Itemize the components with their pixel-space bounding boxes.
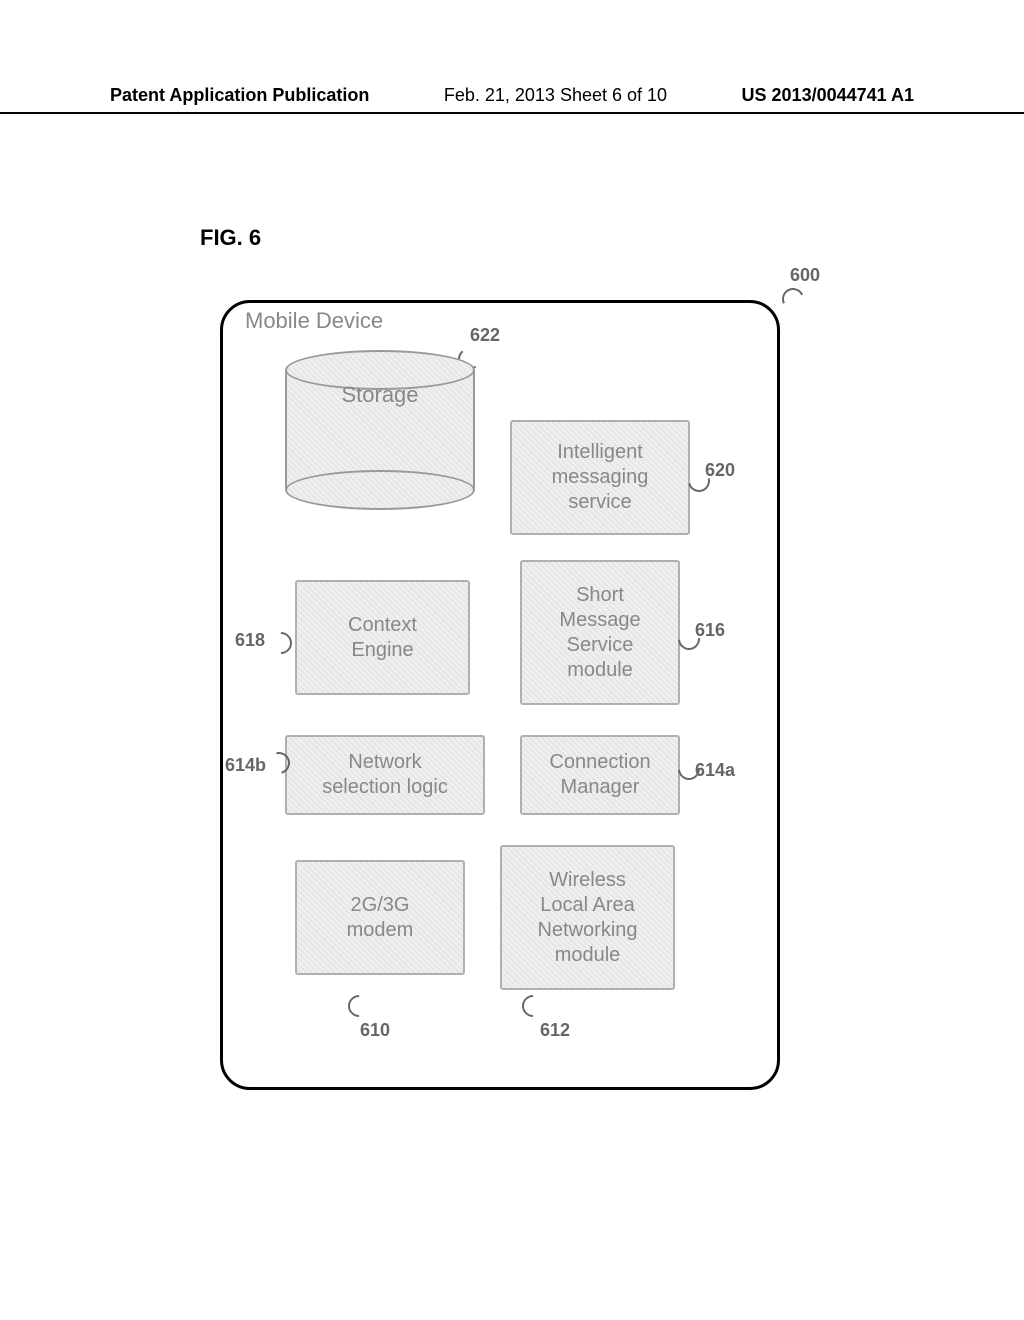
connection-manager-label: Connection Manager xyxy=(549,750,650,800)
context-engine-box: Context Engine xyxy=(295,580,470,695)
header-right: US 2013/0044741 A1 xyxy=(742,85,914,106)
ref-618: 618 xyxy=(235,630,265,651)
figure-title: FIG. 6 xyxy=(200,225,261,251)
ref-612: 612 xyxy=(540,1020,570,1041)
ims-box: Intelligent messaging service xyxy=(510,420,690,535)
wlan-module-label: Wireless Local Area Networking module xyxy=(537,868,637,968)
sms-module-box: Short Message Service module xyxy=(520,560,680,705)
header-center: Feb. 21, 2013 Sheet 6 of 10 xyxy=(444,85,667,106)
header-left: Patent Application Publication xyxy=(110,85,369,106)
context-engine-label: Context Engine xyxy=(348,613,417,663)
wlan-module-box: Wireless Local Area Networking module xyxy=(500,845,675,990)
diagram-canvas: 600 Mobile Device Storage 622 Intelligen… xyxy=(200,260,840,1110)
storage-label: Storage xyxy=(285,382,475,408)
ref-614b: 614b xyxy=(225,755,266,776)
storage-cylinder: Storage xyxy=(285,350,475,510)
ref-610: 610 xyxy=(360,1020,390,1041)
storage-bottom-ellipse xyxy=(285,470,475,510)
mobile-device-label: Mobile Device xyxy=(245,308,383,334)
connection-manager-box: Connection Manager xyxy=(520,735,680,815)
network-selection-box: Network selection logic xyxy=(285,735,485,815)
ims-label: Intelligent messaging service xyxy=(552,440,649,515)
network-selection-label: Network selection logic xyxy=(322,750,448,800)
ref-600: 600 xyxy=(790,265,820,286)
ref-614a: 614a xyxy=(695,760,735,781)
modem-box: 2G/3G modem xyxy=(295,860,465,975)
leader-600 xyxy=(779,285,807,313)
sms-module-label: Short Message Service module xyxy=(559,583,640,683)
ref-622: 622 xyxy=(470,325,500,346)
modem-label: 2G/3G modem xyxy=(347,893,414,943)
page-header: Patent Application Publication Feb. 21, … xyxy=(0,85,1024,114)
